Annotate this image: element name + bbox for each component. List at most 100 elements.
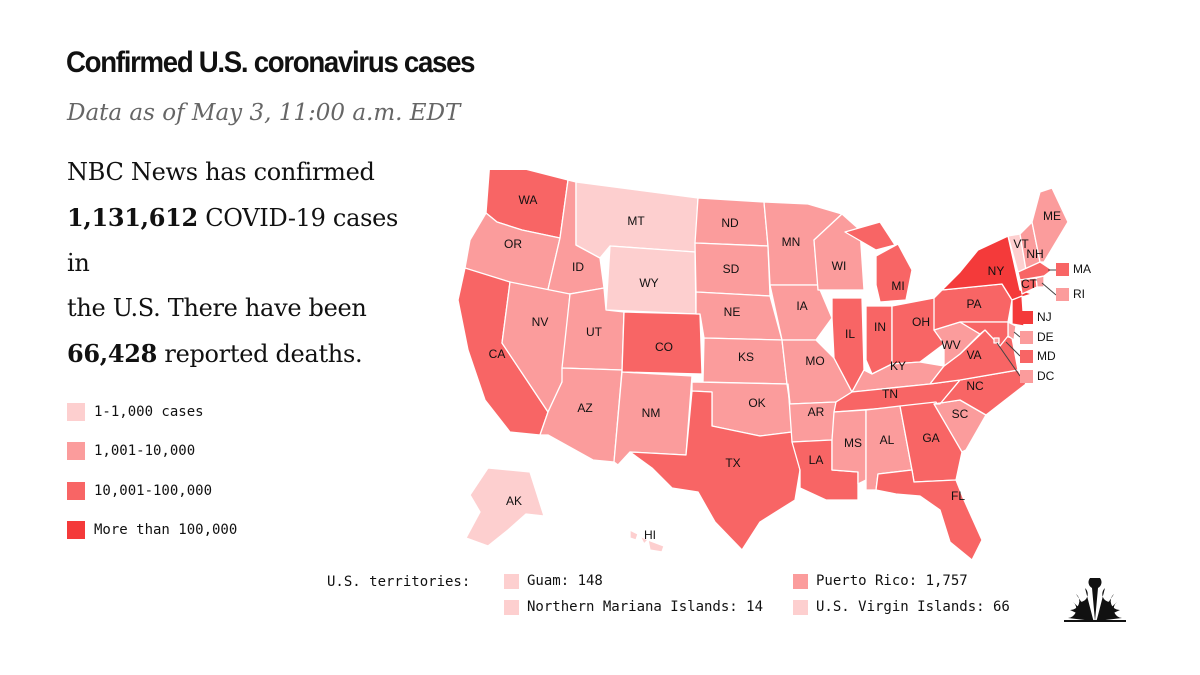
summary-line-1: NBC News has confirmed — [67, 158, 375, 186]
callout-line-md — [1005, 341, 1021, 357]
legend-label: 1,001-10,000 — [94, 443, 196, 460]
territory-name: U.S. Virgin Islands: 66 — [816, 599, 1010, 615]
state-label-AK: AK — [506, 494, 522, 508]
callout-swatch-ri — [1056, 288, 1069, 301]
state-label-NY: NY — [988, 264, 1005, 278]
state-label-NH: NH — [1026, 247, 1043, 261]
state-label-WI: WI — [832, 259, 847, 273]
state-label-OR: OR — [504, 237, 522, 251]
state-label-VA: VA — [966, 348, 981, 362]
state-OH — [891, 297, 945, 365]
state-label-DE: DE — [1037, 330, 1054, 344]
state-label-ID: ID — [572, 260, 584, 274]
state-label-MN: MN — [782, 235, 801, 249]
state-label-IA: IA — [796, 299, 807, 313]
state-label-ME: ME — [1043, 209, 1061, 223]
state-label-NE: NE — [724, 305, 741, 319]
territory-name: Guam: 148 — [527, 573, 603, 589]
state-label-MA: MA — [1073, 262, 1091, 276]
callout-line-ri — [1041, 282, 1057, 296]
callout-swatch-dc — [1020, 370, 1033, 383]
state-label-MS: MS — [844, 436, 862, 450]
state-label-MI: MI — [891, 279, 904, 293]
state-label-KY: KY — [890, 359, 906, 373]
state-label-TX: TX — [725, 456, 740, 470]
summary-line-4: reported deaths. — [157, 340, 363, 368]
territory-item: U.S. Virgin Islands: 66 — [793, 599, 1010, 615]
state-HI — [629, 529, 665, 553]
state-TX — [629, 390, 801, 551]
state-DE — [1007, 321, 1017, 341]
state-label-VT: VT — [1013, 237, 1029, 251]
state-FL — [875, 469, 983, 561]
state-label-CA: CA — [489, 347, 506, 361]
state-label-WY: WY — [639, 276, 658, 290]
legend-label: 10,001-100,000 — [94, 482, 213, 499]
state-label-FL: FL — [951, 489, 965, 503]
state-label-LA: LA — [809, 453, 824, 467]
state-label-GA: GA — [922, 431, 939, 445]
state-AK — [465, 467, 545, 547]
state-label-CO: CO — [655, 340, 673, 354]
legend-label: 1-1,000 cases — [94, 403, 204, 420]
territory-name: Puerto Rico: 1,757 — [816, 573, 968, 589]
state-label-NM: NM — [642, 406, 661, 420]
legend-label: More than 100,000 — [94, 522, 238, 539]
state-label-NJ: NJ — [1037, 310, 1052, 324]
legend-swatch — [67, 442, 85, 461]
state-IA — [769, 284, 833, 341]
legend-swatch — [67, 521, 85, 540]
state-label-DC: DC — [1037, 369, 1055, 383]
state-label-IN: IN — [874, 320, 886, 334]
callout-swatch-nj — [1020, 311, 1033, 324]
state-label-MO: MO — [805, 354, 824, 368]
total-cases: 1,131,612 — [67, 203, 198, 232]
state-label-MT: MT — [627, 214, 645, 228]
legend-item: More than 100,000 — [67, 511, 237, 551]
page-subtitle: Data as of May 3, 11:00 a.m. EDT — [67, 100, 461, 126]
state-CO — [621, 311, 703, 375]
state-label-NC: NC — [966, 379, 984, 393]
summary-text: NBC News has confirmed 1,131,612 COVID-1… — [67, 150, 427, 377]
state-MI — [844, 221, 913, 303]
state-label-NV: NV — [532, 315, 549, 329]
state-label-UT: UT — [586, 325, 603, 339]
state-CT — [1019, 277, 1038, 295]
territory-item: Guam: 148 — [504, 573, 603, 589]
state-label-TN: TN — [882, 387, 898, 401]
state-label-MD: MD — [1037, 349, 1056, 363]
summary-line-3: the U.S. There have been — [67, 294, 367, 322]
state-NY — [941, 235, 1033, 301]
territory-swatch — [504, 599, 519, 615]
state-label-AR: AR — [808, 405, 825, 419]
territory-item: Puerto Rico: 1,757 — [793, 573, 968, 589]
state-IN — [865, 305, 893, 375]
state-label-RI: RI — [1073, 287, 1085, 301]
legend-item: 1,001-10,000 — [67, 432, 237, 472]
nbc-peacock-icon — [1058, 575, 1132, 626]
state-label-AZ: AZ — [577, 401, 592, 415]
state-label-ND: ND — [721, 216, 739, 230]
total-deaths: 66,428 — [67, 339, 158, 368]
state-label-SD: SD — [723, 262, 740, 276]
state-label-OK: OK — [748, 396, 765, 410]
callout-line-de — [1013, 331, 1021, 338]
state-label-AL: AL — [880, 433, 895, 447]
callout-line-dc — [996, 342, 1021, 377]
state-label-SC: SC — [952, 407, 969, 421]
state-label-WA: WA — [519, 193, 538, 207]
legend-item: 10,001-100,000 — [67, 471, 237, 511]
callout-swatch-de — [1020, 331, 1033, 344]
state-label-CT: CT — [1021, 277, 1038, 291]
page-title: Confirmed U.S. coronavirus cases — [66, 46, 475, 79]
state-label-KS: KS — [738, 350, 754, 364]
legend-swatch — [67, 481, 85, 500]
us-map: WA OR CA ID NV MT WY UT AZ CO NM ND SD N… — [440, 159, 1130, 574]
territory-swatch — [793, 599, 808, 615]
state-label-PA: PA — [966, 297, 981, 311]
legend-item: 1-1,000 cases — [67, 392, 237, 432]
territory-swatch — [504, 573, 519, 589]
state-label-IL: IL — [845, 327, 855, 341]
state-label-HI: HI — [644, 528, 656, 542]
territory-item: Northern Mariana Islands: 14 — [504, 599, 763, 615]
